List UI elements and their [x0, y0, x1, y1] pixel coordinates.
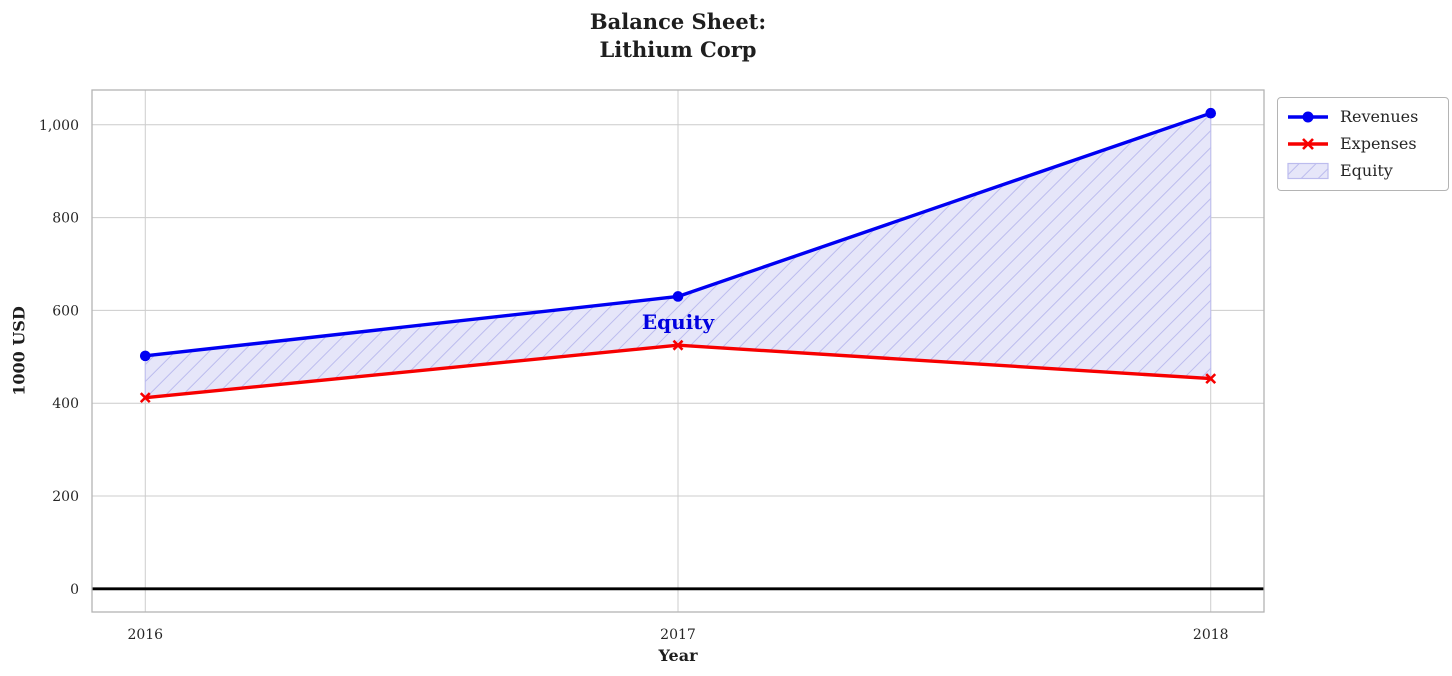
legend-entry-revenues: Revenues	[1285, 106, 1438, 128]
y-tick-labels: 0 200 400 600 800 1,000	[39, 118, 79, 598]
expenses-marker	[1205, 373, 1217, 385]
revenues-line	[139, 107, 1217, 362]
svg-text:2016: 2016	[127, 627, 163, 643]
svg-text:2018: 2018	[1193, 627, 1229, 643]
x-axis-label: Year	[658, 646, 698, 665]
svg-text:1,000: 1,000	[39, 118, 79, 134]
expenses-line	[139, 339, 1217, 404]
plot-border	[91, 89, 1265, 613]
chart-title: Balance Sheet: Lithium Corp	[589, 9, 767, 62]
svg-text:2017: 2017	[660, 627, 696, 643]
expenses-line-icon	[1288, 138, 1328, 150]
svg-text:200: 200	[52, 489, 79, 505]
x-tick-labels: 2016 2017 2018	[127, 627, 1228, 643]
revenues-marker	[139, 350, 151, 362]
legend: Revenues Expenses Equity	[1277, 97, 1449, 191]
revenues-marker	[1205, 107, 1217, 119]
svg-text:400: 400	[52, 396, 79, 412]
legend-entry-equity: Equity	[1285, 160, 1438, 182]
expenses-marker	[139, 392, 151, 404]
legend-label-equity: Equity	[1340, 161, 1393, 180]
legend-label-revenues: Revenues	[1340, 107, 1419, 126]
svg-text:0: 0	[70, 582, 79, 598]
expenses-marker	[672, 339, 684, 351]
revenues-line-icon	[1288, 111, 1328, 123]
equity-swatch-icon	[1287, 162, 1329, 180]
legend-entry-expenses: Expenses	[1285, 133, 1438, 155]
legend-label-expenses: Expenses	[1340, 134, 1417, 153]
svg-text:800: 800	[52, 211, 79, 227]
svg-text:600: 600	[52, 303, 79, 319]
revenues-marker	[672, 291, 684, 302]
equity-annotation: Equity	[641, 310, 715, 334]
y-axis-label: 1000 USD	[9, 306, 29, 396]
